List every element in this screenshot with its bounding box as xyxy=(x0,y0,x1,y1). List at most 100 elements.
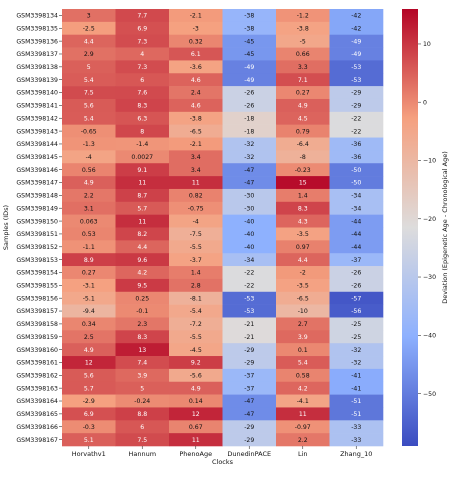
cell-value-label: 5.1 xyxy=(84,437,94,444)
y-tick-label: GSM3398157 xyxy=(16,308,58,315)
heatmap-cell xyxy=(222,111,277,125)
heatmap-cell xyxy=(62,433,116,447)
heatmap-cell xyxy=(329,86,384,100)
heatmap-cell xyxy=(115,330,170,344)
y-tick-label: GSM3398167 xyxy=(16,437,58,444)
heatmap-cell xyxy=(115,73,170,87)
cell-value-label: -1.1 xyxy=(83,244,95,251)
heatmap-cell xyxy=(329,98,384,113)
heatmap-cell xyxy=(115,240,170,254)
heatmap-cell xyxy=(169,73,223,87)
cell-value-label: 13 xyxy=(138,347,146,354)
cell-value-label: 12 xyxy=(192,411,200,418)
heatmap-cell xyxy=(169,201,223,215)
cell-value-label: -10 xyxy=(298,308,308,315)
cell-value-label: -1.3 xyxy=(83,141,95,148)
cell-value-label: -40 xyxy=(244,231,254,238)
cell-value-label: 3.4 xyxy=(191,167,201,174)
cell-value-label: 1.4 xyxy=(298,193,308,200)
y-tick-label: GSM3398140 xyxy=(16,90,58,97)
heatmap-cell xyxy=(169,368,223,383)
cell-value-label: 5.7 xyxy=(137,205,147,212)
heatmap-cell xyxy=(329,253,384,267)
heatmap-cell xyxy=(115,291,170,305)
cell-value-label: 3.1 xyxy=(84,205,94,212)
cell-value-label: 2.4 xyxy=(191,90,201,97)
cell-value-label: 11 xyxy=(138,180,146,187)
cell-value-label: 0.34 xyxy=(82,321,96,328)
heatmap-cell xyxy=(62,227,116,241)
cell-value-label: 0.53 xyxy=(82,231,96,238)
cell-value-label: 4 xyxy=(140,51,144,58)
cell-value-label: -2.9 xyxy=(83,398,95,405)
cell-value-label: -29 xyxy=(244,437,254,444)
heatmap-cell xyxy=(62,137,116,151)
heatmap-cell xyxy=(169,381,223,395)
cell-value-label: 6.9 xyxy=(84,411,94,418)
heatmap-cell xyxy=(222,201,277,215)
colorbar xyxy=(402,9,418,446)
heatmap-cell xyxy=(276,330,330,344)
heatmap-cell xyxy=(62,407,116,421)
heatmap-cell xyxy=(329,21,384,36)
heatmap-cell xyxy=(276,368,330,383)
cell-value-label: -7.2 xyxy=(190,321,202,328)
cell-value-label: -33 xyxy=(351,424,361,431)
cell-value-label: -37 xyxy=(351,257,361,264)
heatmap-cell xyxy=(169,21,223,36)
cell-value-label: -2.1 xyxy=(190,13,202,20)
heatmap-cell xyxy=(115,214,170,228)
heatmap-cell xyxy=(276,420,330,434)
colorbar-tick-label: −50 xyxy=(423,391,436,398)
heatmap-cell xyxy=(276,304,330,318)
cell-value-label: -47 xyxy=(244,180,254,187)
heatmap-cell xyxy=(62,214,116,228)
heatmap-cell xyxy=(62,9,116,23)
y-axis-label: Samples (IDs) xyxy=(2,205,10,250)
cell-value-label: -26 xyxy=(351,270,361,277)
heatmap-cell xyxy=(222,407,277,421)
x-tick-label: Horvathv1 xyxy=(72,450,106,458)
heatmap-cell xyxy=(329,227,384,241)
heatmap-cell xyxy=(115,343,170,357)
cell-value-label: -53 xyxy=(244,308,254,315)
heatmap-cell xyxy=(62,163,116,177)
heatmap-cell xyxy=(276,163,330,177)
cell-value-label: 4.4 xyxy=(84,38,94,45)
cell-value-label: 0.063 xyxy=(80,218,98,225)
heatmap-cell xyxy=(276,9,330,23)
cell-value-label: -3.7 xyxy=(190,257,202,264)
cell-value-label: -26 xyxy=(244,90,254,97)
cell-value-label: 0.27 xyxy=(82,270,96,277)
heatmap-cell xyxy=(276,98,330,113)
heatmap-cell xyxy=(169,407,223,421)
heatmap-cell xyxy=(276,356,330,370)
cell-value-label: -2.5 xyxy=(83,25,95,32)
heatmap-cell xyxy=(169,188,223,203)
cell-value-label: 0.97 xyxy=(296,244,310,251)
heatmap-cell xyxy=(115,433,170,447)
cell-value-label: 4.6 xyxy=(191,103,201,110)
heatmap-cell xyxy=(329,34,384,48)
y-tick-label: GSM3398164 xyxy=(16,398,58,405)
cell-value-label: -26 xyxy=(351,283,361,290)
y-tick-label: GSM3398162 xyxy=(16,373,58,380)
y-tick-label: GSM3398166 xyxy=(16,424,58,431)
y-tick-label: GSM3398151 xyxy=(16,231,58,238)
cell-value-label: -38 xyxy=(244,13,254,20)
cell-value-label: -18 xyxy=(244,115,254,122)
heatmap-cell xyxy=(169,343,223,357)
y-tick-label: GSM3398149 xyxy=(16,205,58,212)
cell-value-label: 6.3 xyxy=(137,115,147,122)
cell-value-label: -4 xyxy=(193,218,199,225)
heatmap-cell xyxy=(222,150,277,164)
cell-value-label: -3.8 xyxy=(297,25,309,32)
heatmap-cell xyxy=(62,124,116,138)
cell-value-label: 11 xyxy=(192,437,200,444)
cell-value-label: -3.8 xyxy=(190,115,202,122)
cell-value-label: -32 xyxy=(244,141,254,148)
cell-value-label: -57 xyxy=(351,295,361,302)
heatmap-cell xyxy=(62,47,116,61)
cell-value-label: -2 xyxy=(300,270,306,277)
heatmap-cell xyxy=(276,291,330,305)
